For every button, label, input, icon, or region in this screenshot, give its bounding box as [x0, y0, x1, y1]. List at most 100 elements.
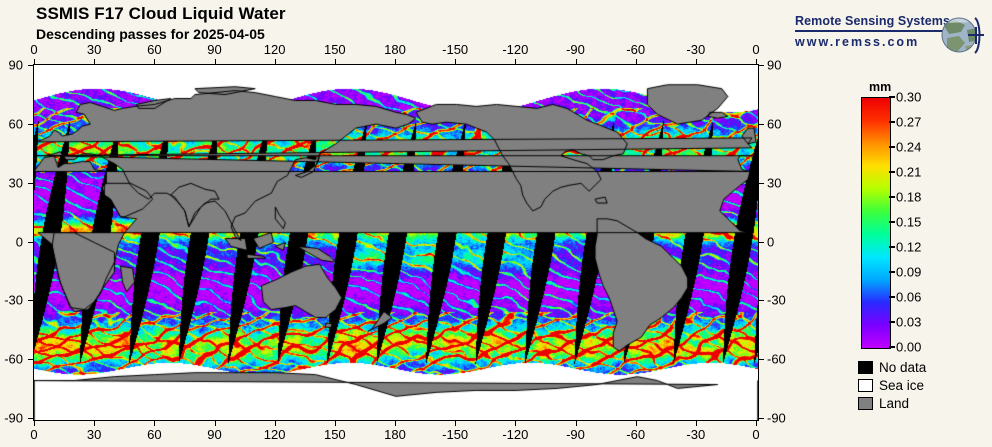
colorbar-label-0.03: 0.03	[896, 314, 922, 330]
x-tick	[334, 420, 336, 426]
x-tick-label-top-60: 60	[147, 42, 162, 57]
colorbar-label-0.24: 0.24	[896, 139, 922, 155]
x-tick	[34, 420, 35, 426]
x-tick-label--60: -60	[626, 427, 646, 442]
x-tick-label--90: -90	[566, 427, 585, 442]
y-tick-right	[758, 123, 764, 125]
x-tick-label-top-0: 0	[752, 42, 760, 57]
y-tick-label-right--30: -30	[767, 292, 786, 308]
x-tick	[756, 420, 757, 426]
x-tick	[635, 420, 637, 426]
y-tick-label-right-60: 60	[767, 116, 782, 132]
y-tick-label-right-0: 0	[767, 234, 775, 249]
y-tick	[28, 418, 34, 419]
x-tick-label--30: -30	[686, 427, 706, 442]
x-tick-label-60: 60	[147, 427, 162, 442]
colorbar-tick	[889, 171, 895, 173]
colorbar-label-0.00: 0.00	[896, 339, 922, 355]
colorbar-tick	[889, 346, 895, 348]
x-tick-top	[274, 59, 276, 65]
x-tick-label-top--120: -120	[502, 42, 529, 57]
page-subtitle: Descending passes for 2025-04-05	[36, 26, 265, 42]
x-tick	[575, 420, 577, 426]
colorbar-label-0.15: 0.15	[896, 214, 922, 230]
colorbar-label-0.27: 0.27	[896, 114, 922, 130]
x-tick-label-0: 0	[752, 427, 760, 442]
y-tick-right	[758, 418, 764, 419]
x-tick	[94, 420, 96, 426]
x-tick-label-150: 150	[323, 427, 346, 442]
colorbar-tick	[889, 296, 895, 298]
y-tick-right	[758, 300, 764, 302]
y-tick-label-right--90: -90	[767, 410, 786, 426]
x-tick-top	[756, 59, 757, 65]
x-tick-top	[695, 59, 697, 65]
y-tick-right	[758, 182, 764, 184]
x-tick-label-top-0: 0	[30, 42, 38, 57]
legend-label-sea-ice: Sea ice	[879, 378, 925, 393]
logo-divider	[795, 30, 947, 32]
legend-item-sea-ice: Sea ice	[858, 377, 926, 394]
y-tick-label-60: 60	[8, 116, 23, 132]
y-tick-label-90: 90	[8, 57, 23, 73]
x-tick	[515, 420, 517, 426]
colorbar-label-0.30: 0.30	[896, 89, 922, 105]
logo-text: Remote Sensing Systems www.remss.com	[795, 14, 951, 49]
x-tick-label-top-150: 150	[323, 42, 346, 57]
colorbar-label-0.09: 0.09	[896, 264, 922, 280]
map-plot-area[interactable]	[33, 64, 759, 421]
x-tick-top	[395, 59, 396, 65]
x-tick-top	[154, 59, 156, 65]
y-tick-label-30: 30	[8, 175, 23, 191]
legend-swatch-land	[858, 397, 873, 410]
y-tick-label-right-30: 30	[767, 175, 782, 191]
colorbar-label-0.21: 0.21	[896, 164, 922, 180]
x-tick-label-top-180: 180	[384, 42, 406, 57]
logo-website: www.remss.com	[795, 35, 920, 49]
x-tick-label-top--30: -30	[686, 42, 706, 57]
x-tick-label--120: -120	[502, 427, 529, 442]
x-tick-label-30: 30	[86, 427, 102, 442]
x-tick-label-0: 0	[30, 427, 38, 442]
x-tick	[455, 420, 457, 426]
y-tick-right	[758, 359, 764, 361]
colorbar-tick	[889, 246, 895, 248]
y-tick	[28, 182, 34, 184]
x-tick	[154, 420, 156, 426]
x-tick	[695, 420, 697, 426]
cloud-liquid-water-map[interactable]	[34, 65, 758, 420]
x-tick-top	[575, 59, 577, 65]
x-tick-top	[515, 59, 517, 65]
x-tick-top	[94, 59, 96, 65]
colorbar	[861, 97, 891, 349]
logo-company-name: Remote Sensing Systems	[795, 14, 951, 28]
x-tick-label-top--60: -60	[626, 42, 646, 57]
y-tick-label--90: -90	[4, 410, 23, 426]
x-tick-label-top-90: 90	[207, 42, 222, 57]
y-tick	[28, 241, 34, 243]
x-tick-top	[214, 59, 216, 65]
y-tick-label-right-90: 90	[767, 57, 782, 73]
x-tick	[395, 420, 396, 426]
x-tick	[274, 420, 276, 426]
remss-logo[interactable]: Remote Sensing Systems www.remss.com	[795, 10, 985, 60]
legend-label-land: Land	[879, 396, 910, 411]
x-tick-label--150: -150	[442, 427, 469, 442]
y-tick-right	[758, 241, 764, 243]
x-tick-top	[455, 59, 457, 65]
legend-swatch-sea-ice	[858, 379, 873, 392]
x-tick-top	[334, 59, 336, 65]
legend-swatch-no-data	[858, 361, 873, 374]
x-tick-label-top--150: -150	[442, 42, 469, 57]
colorbar-tick	[889, 121, 895, 123]
y-tick	[28, 65, 34, 66]
x-tick-label-top--90: -90	[566, 42, 585, 57]
legend-item-no-data: No data	[858, 359, 926, 376]
x-tick	[214, 420, 216, 426]
colorbar-label-0.12: 0.12	[896, 239, 922, 255]
x-tick-label-120: 120	[263, 427, 286, 442]
y-tick-label--30: -30	[4, 292, 23, 308]
legend-label-no-data: No data	[879, 360, 927, 375]
map-legend: No data Sea ice Land	[858, 359, 926, 413]
colorbar-unit-label: mm	[869, 80, 892, 94]
